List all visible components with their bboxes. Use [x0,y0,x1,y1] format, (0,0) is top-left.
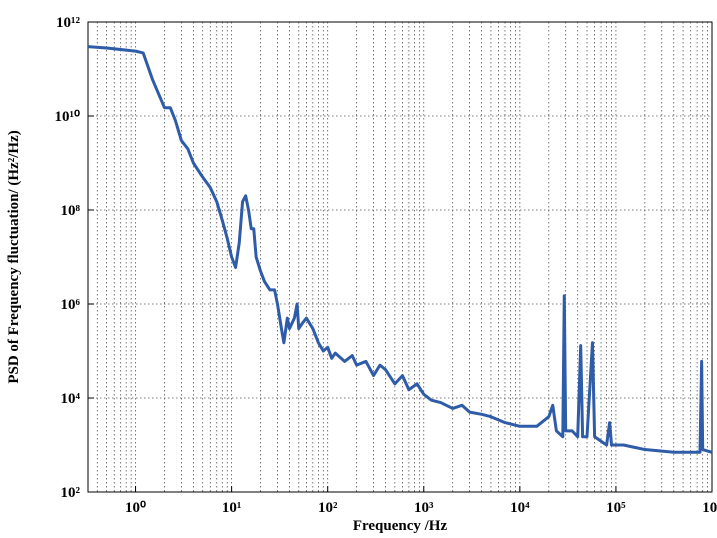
y-tick-label: 10¹² [56,15,80,31]
x-tick-label: 10² [318,500,338,516]
x-tick-label: 10⁵ [606,500,626,516]
x-tick-label: 10⁶ [702,500,717,516]
y-tick-label: 10¹⁰ [54,109,80,125]
x-tick-label: 10⁰ [125,500,146,516]
x-tick-label: 10⁴ [510,500,530,516]
y-axis-label: PSD of Frequency fluctuation/ (Hz²/Hz) [6,130,22,383]
y-tick-label: 10⁸ [61,203,81,219]
x-axis-label: Frequency /Hz [353,518,448,534]
y-tick-label: 10² [61,485,81,501]
x-tick-label: 10³ [414,500,434,516]
y-tick-label: 10⁴ [61,391,81,407]
plot-frame [87,21,713,493]
y-tick-label: 10⁶ [61,297,81,313]
x-tick-label: 10¹ [222,500,242,516]
data-line [87,45,713,454]
